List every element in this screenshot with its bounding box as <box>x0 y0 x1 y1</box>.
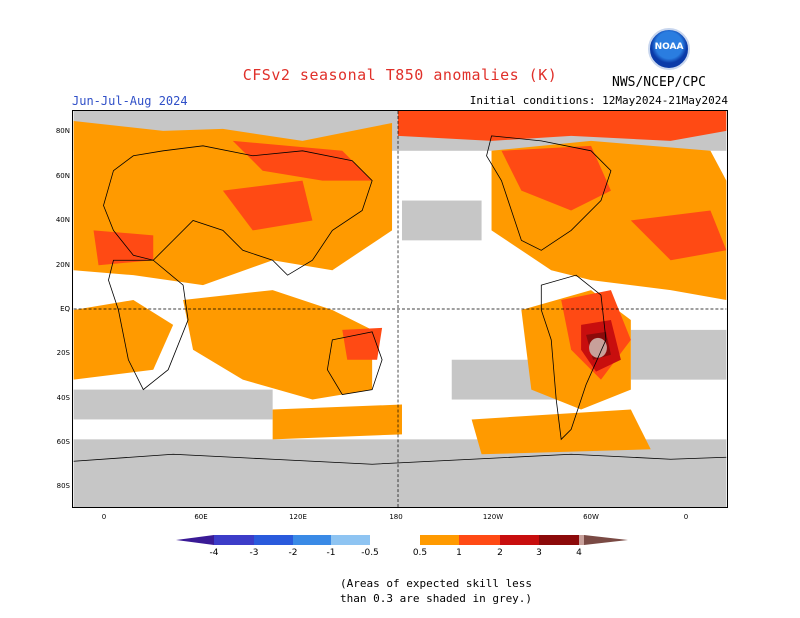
colorbar-segment-4-5 <box>579 535 584 545</box>
colorbar-segment-white <box>370 535 420 545</box>
anomaly-map <box>72 110 728 508</box>
colorbar-segment-4-3 <box>214 535 254 545</box>
colorbar <box>176 535 628 545</box>
colorbar-segment-05-1 <box>420 535 459 545</box>
colorbar-segment-3-2 <box>254 535 293 545</box>
initial-conditions-label: Initial conditions: 12May2024-21May2024 <box>469 94 728 107</box>
colorbar-segment-2-3 <box>500 535 539 545</box>
footnote-line-2: than 0.3 are shaded in grey.) <box>340 592 533 605</box>
map-title: CFSv2 seasonal T850 anomalies (K) <box>242 66 558 84</box>
colorbar-segment-gt-4 <box>584 535 628 545</box>
colorbar-label-p05: 0.5 <box>412 548 428 558</box>
lat-label-80s: 80S <box>56 482 70 490</box>
colorbar-label-m4: -4 <box>209 548 219 558</box>
lon-label-0-right: 0 <box>683 513 689 521</box>
lat-label-eq: EQ <box>60 305 70 313</box>
colorbar-label-p2: 2 <box>497 548 503 558</box>
noaa-logo: NOAA <box>648 28 690 70</box>
lon-label-180: 180 <box>389 513 403 521</box>
lat-label-60n: 60N <box>55 172 70 180</box>
skill-footnote: (Areas of expected skill less than 0.3 a… <box>340 576 532 606</box>
lat-label-60s: 60S <box>56 438 70 446</box>
lon-label-60w: 60W <box>583 513 599 521</box>
lat-label-20s: 20S <box>56 349 70 357</box>
lat-label-40s: 40S <box>56 394 70 402</box>
colorbar-label-m1: -1 <box>326 548 336 558</box>
darkred-anomaly-regions <box>581 319 621 372</box>
colorbar-segment-3-4 <box>539 535 579 545</box>
lon-label-0: 0 <box>101 513 107 521</box>
colorbar-segment-2-1 <box>293 535 331 545</box>
lat-label-80n: 80N <box>55 127 70 135</box>
colorbar-label-m05: -0.5 <box>361 548 379 558</box>
agency-label: NWS/NCEP/CPC <box>612 75 706 90</box>
lon-label-120w: 120W <box>482 513 504 521</box>
lat-label-20n: 20N <box>55 261 70 269</box>
coastlines <box>73 135 727 465</box>
colorbar-segment-1-05 <box>331 535 370 545</box>
colorbar-label-m2: -2 <box>288 548 298 558</box>
lat-label-40n: 40N <box>55 216 70 224</box>
colorbar-label-p3: 3 <box>536 548 542 558</box>
colorbar-segment-lt-4 <box>176 535 214 545</box>
footnote-line-1: (Areas of expected skill less <box>340 577 533 590</box>
colorbar-segment-1-2 <box>459 535 500 545</box>
lon-label-120e: 120E <box>289 513 307 521</box>
season-label: Jun-Jul-Aug 2024 <box>72 94 188 108</box>
noaa-logo-text: NOAA <box>654 42 684 52</box>
colorbar-label-m3: -3 <box>249 548 259 558</box>
colorbar-label-p4: 4 <box>576 548 582 558</box>
lon-label-60e: 60E <box>194 513 208 521</box>
colorbar-label-p1: 1 <box>456 548 462 558</box>
